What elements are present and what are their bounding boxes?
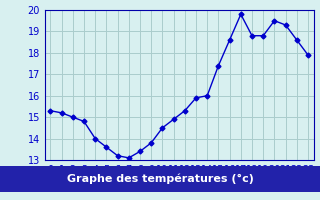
Text: Graphe des températures (°c): Graphe des températures (°c) (67, 174, 253, 184)
